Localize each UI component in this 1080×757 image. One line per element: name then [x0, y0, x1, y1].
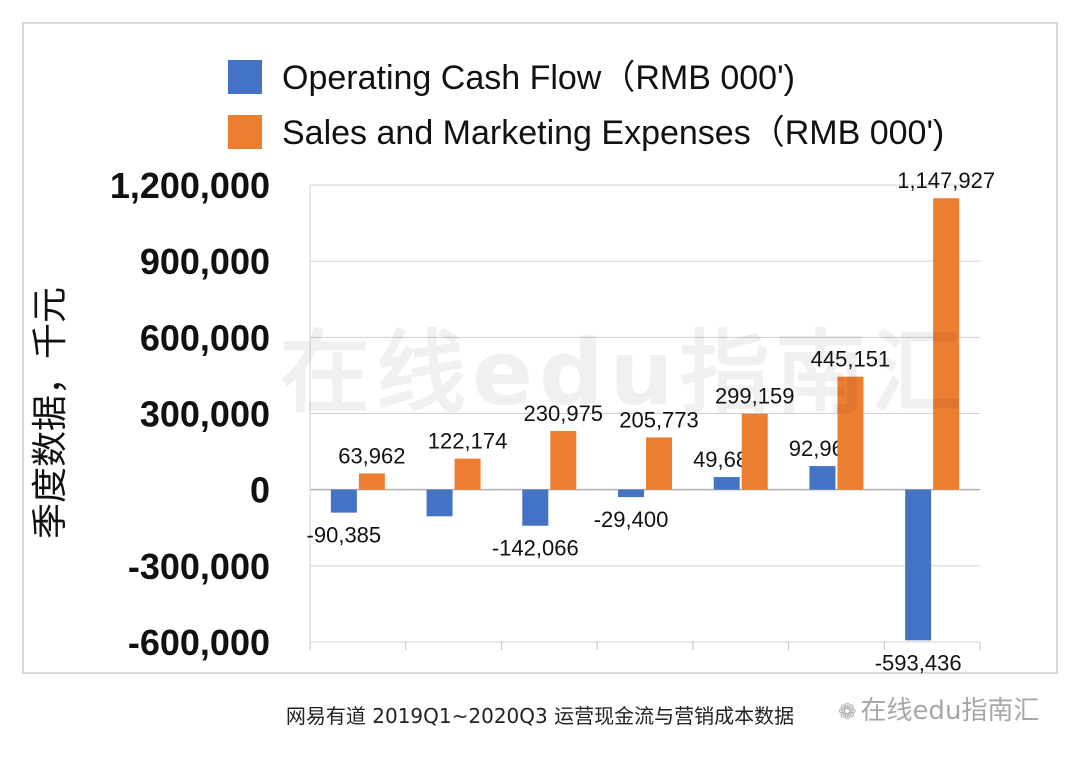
y-tick-label: 1,200,000: [110, 165, 270, 206]
data-label: 63,962: [338, 443, 405, 468]
data-label: 122,174: [428, 429, 508, 454]
legend-swatch: [228, 115, 262, 149]
y-tick-label: 600,000: [140, 317, 270, 358]
bar-chart: -600,000 -300,000 0 300,000 600,000 900,000 1,…: [30, 59, 995, 675]
data-label: 230,975: [524, 401, 604, 426]
bar-operating-cash-flow: [618, 489, 644, 498]
y-tick-label: 300,000: [140, 394, 270, 435]
bar-operating-cash-flow: [330, 489, 357, 513]
bar-operating-cash-flow: [713, 477, 740, 490]
data-label: 205,773: [619, 407, 699, 432]
bar-operating-cash-flow: [809, 466, 836, 490]
watermark-text: 在线edu指南汇: [280, 321, 968, 426]
chart-caption: 网易有道 2019Q1~2020Q3 运营现金流与营销成本数据: [285, 704, 795, 728]
bar-operating-cash-flow: [522, 489, 549, 526]
legend-label: Sales and Marketing Expenses（RMB 000'): [282, 114, 944, 152]
bar-sales-marketing: [933, 198, 960, 490]
data-label: 1,147,927: [897, 168, 995, 193]
watermark-small-text: 在线edu指南汇: [860, 696, 1040, 726]
y-tick-label: -300,000: [128, 546, 270, 587]
bar-sales-marketing: [837, 376, 864, 490]
chart-frame: [22, 22, 1058, 674]
bar-operating-cash-flow: [905, 489, 932, 641]
y-tick-label: 900,000: [140, 241, 270, 282]
data-label: -29,400: [594, 507, 669, 532]
wechat-icon: ❁: [838, 700, 857, 725]
data-label: 299,159: [715, 384, 795, 409]
watermark-small: ❁ 在线edu指南汇: [838, 690, 1039, 727]
y-tick-label: 0: [250, 470, 270, 511]
legend-label: Operating Cash Flow（RMB 000'): [282, 59, 795, 97]
data-label: -90,385: [307, 523, 382, 548]
bar-sales-marketing: [550, 431, 577, 490]
bar-sales-marketing: [741, 413, 768, 490]
y-axis-label: 季度数据，千元: [30, 287, 71, 539]
data-label: 445,151: [811, 347, 891, 372]
bar-sales-marketing: [358, 473, 385, 490]
bar-sales-marketing: [454, 458, 481, 490]
data-label: -593,436: [875, 650, 962, 675]
legend-swatch: [228, 60, 262, 94]
bar-operating-cash-flow: [426, 489, 453, 517]
bar-sales-marketing: [646, 437, 672, 490]
data-label: -142,066: [492, 536, 579, 561]
y-tick-label: -600,000: [128, 622, 270, 663]
